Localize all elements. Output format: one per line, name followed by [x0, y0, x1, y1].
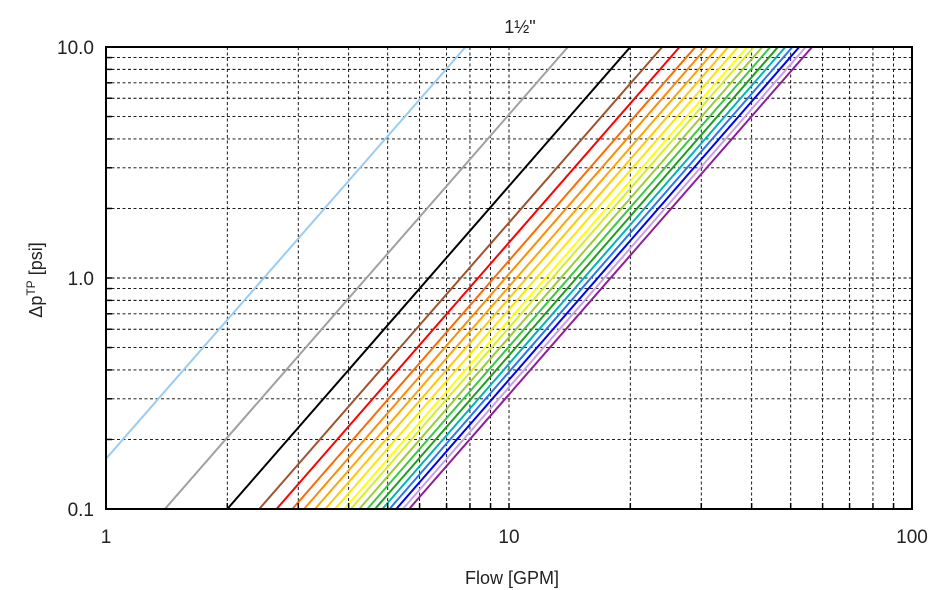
series-line-8 [314, 47, 719, 509]
x-tick-label: 100 [896, 527, 928, 548]
y-axis-label: ΔpTP [psi] [24, 242, 46, 317]
series-line-3 [226, 47, 632, 509]
series-line-14 [366, 47, 772, 509]
y-axis-label-symbol: Δp [26, 296, 46, 318]
y-tick-label: 0.1 [68, 500, 94, 521]
series-layer [106, 47, 813, 509]
series-line-4 [258, 47, 663, 509]
series-line-16 [381, 47, 787, 509]
series-line-15 [374, 47, 779, 509]
series-line-12 [350, 47, 755, 509]
series-line-9 [324, 47, 730, 509]
y-axis-label-superscript: TP [24, 280, 38, 295]
tick-label-layer: 1 10 100 0.1 1.0 10.0 [57, 38, 928, 548]
y-tick-label: 1.0 [68, 269, 94, 290]
series-line-5 [275, 47, 681, 509]
series-line-7 [303, 47, 708, 509]
chart-title: 1½" [504, 17, 535, 37]
tick-layer [106, 56, 895, 509]
y-tick-label: 10.0 [57, 38, 94, 59]
series-line-2 [164, 47, 569, 509]
series-line-17 [388, 47, 794, 509]
grid-layer [106, 47, 912, 509]
x-tick-label: 1 [101, 527, 112, 548]
series-line-18 [395, 47, 800, 509]
series-line-11 [343, 47, 748, 509]
series-line-1 [106, 47, 467, 460]
series-line-20 [408, 47, 813, 509]
x-tick-label: 10 [498, 527, 519, 548]
series-line-6 [291, 47, 697, 509]
series-line-19 [402, 47, 807, 509]
series-line-10 [334, 47, 739, 509]
series-line-13 [358, 47, 763, 509]
y-axis-label-unit: [psi] [26, 242, 46, 280]
x-axis-label: Flow [GPM] [465, 568, 559, 588]
